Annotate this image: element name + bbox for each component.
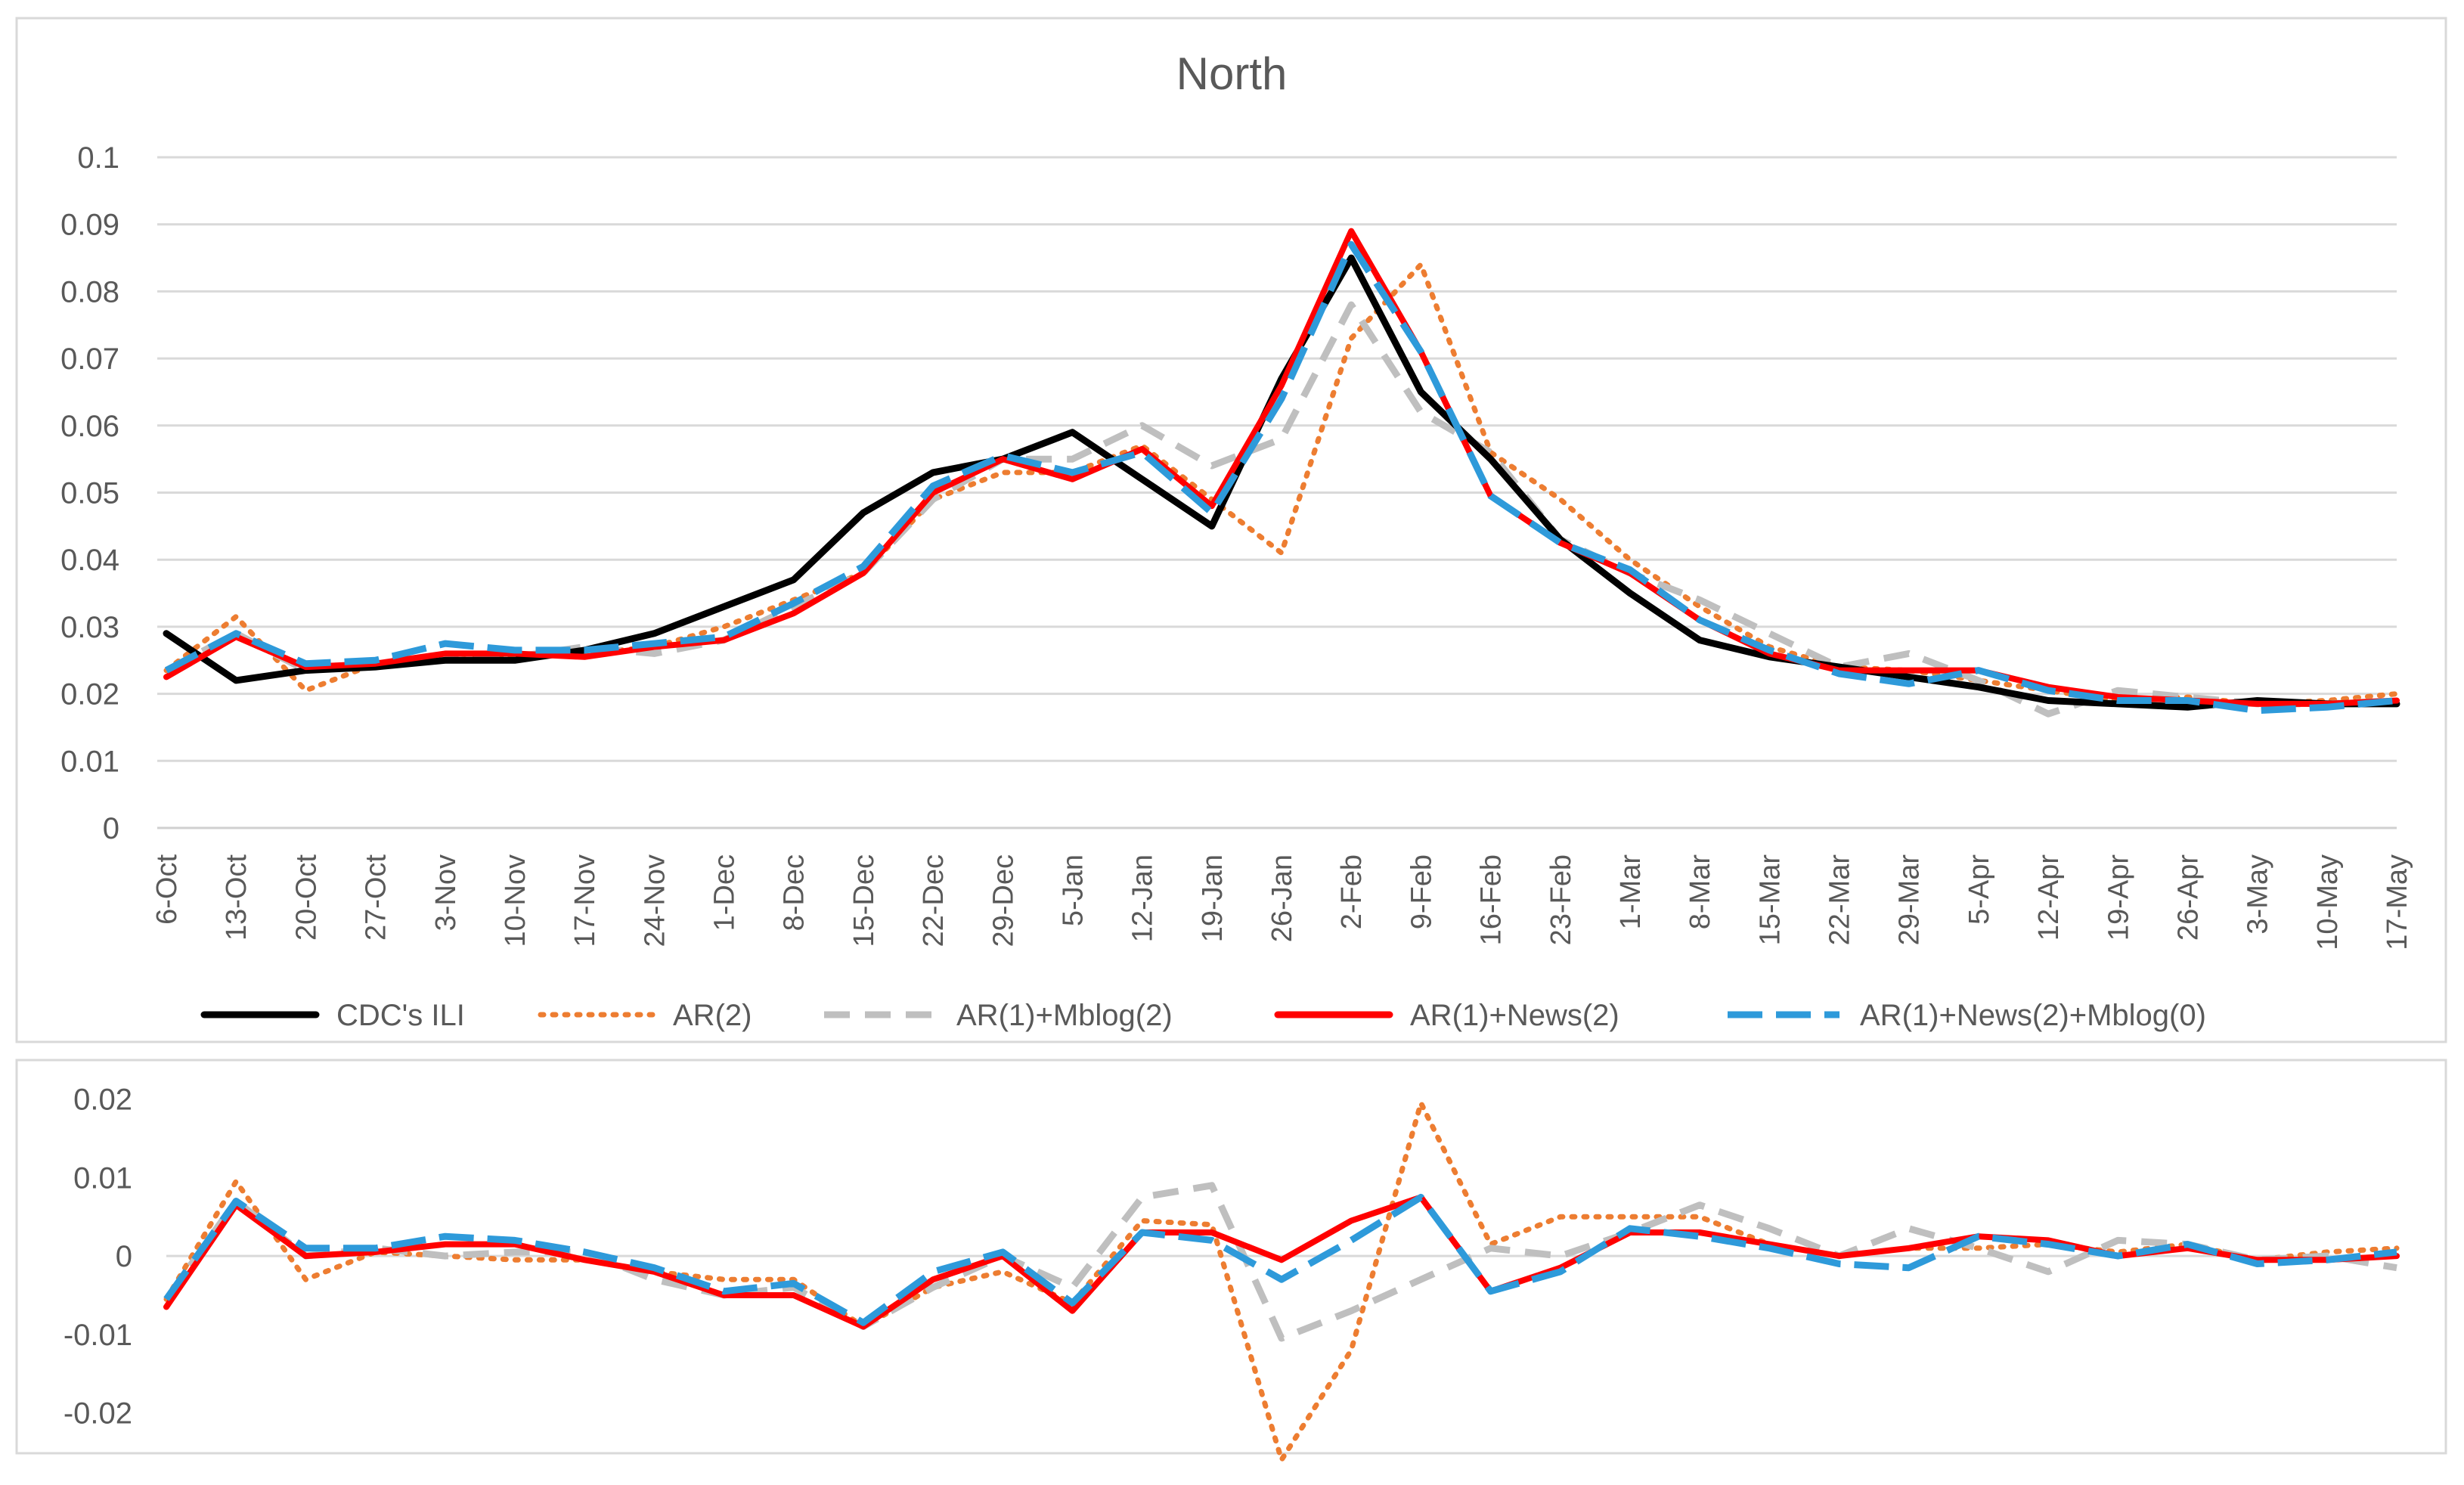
series-line-ar-1-news-2-mblog-0 <box>164 240 2397 715</box>
legend-label: AR(1)+News(2)+Mblog(0) <box>1860 999 2206 1032</box>
x-tick-label: 20-Oct <box>290 854 322 941</box>
x-tick-label: 1-Dec <box>709 854 741 931</box>
y-tick-label: 0.01 <box>73 1161 132 1195</box>
x-tick-label: 27-Oct <box>361 854 392 941</box>
x-tick-label: 26-Jan <box>1266 854 1298 942</box>
x-tick-label: 16-Feb <box>1476 854 1508 945</box>
y-tick-label: 0 <box>103 812 119 845</box>
y-tick-label: 0.04 <box>60 544 119 577</box>
x-tick-label: 13-Oct <box>221 854 253 941</box>
x-tick-label: 17-May <box>2382 854 2413 950</box>
legend-label: AR(1)+Mblog(2) <box>956 999 1173 1032</box>
x-tick-label: 15-Dec <box>848 854 880 947</box>
x-tick-label: 23-Feb <box>1545 854 1577 945</box>
y-tick-label: 0.09 <box>60 209 119 242</box>
y-tick-label: -0.02 <box>64 1397 132 1431</box>
x-tick-label: 22-Dec <box>918 854 950 947</box>
top-panel-frame <box>15 17 2447 1043</box>
x-tick-label: 8-Mar <box>1685 854 1716 930</box>
x-tick-label: 5-Jan <box>1057 854 1089 926</box>
x-tick-label: 3-May <box>2242 854 2274 935</box>
x-tick-label: 15-Mar <box>1754 854 1786 946</box>
x-tick-label: 5-Apr <box>1963 854 1995 925</box>
x-tick-label: 19-Apr <box>2103 854 2134 941</box>
x-tick-label: 19-Jan <box>1197 854 1229 942</box>
y-tick-label: 0.1 <box>77 141 119 175</box>
x-tick-label: 1-Mar <box>1615 854 1647 930</box>
x-tick-label: 26-Apr <box>2172 854 2204 941</box>
x-tick-label: 3-Nov <box>430 854 462 931</box>
x-tick-label: 6-Oct <box>151 854 183 925</box>
x-tick-label: 17-Nov <box>569 854 601 947</box>
y-tick-label: 0.08 <box>60 275 119 308</box>
y-tick-label: 0.01 <box>60 745 119 778</box>
legend-label: AR(1)+News(2) <box>1410 999 1619 1032</box>
y-tick-label: 0.03 <box>60 611 119 644</box>
series-line-ar-2 <box>163 1100 2400 1463</box>
y-tick-label: 0.06 <box>60 410 119 443</box>
y-tick-label: 0.02 <box>60 678 119 711</box>
series-line-ar-1-mblog-2 <box>163 1182 2397 1342</box>
series-line-ar-1-news-2-mblog-0 <box>163 1193 2397 1326</box>
x-tick-label: 12-Apr <box>2033 854 2065 941</box>
y-tick-label: 0.02 <box>73 1084 132 1117</box>
x-tick-label: 10-May <box>2312 854 2344 950</box>
y-tick-label: 0.05 <box>60 477 119 510</box>
legend-label: CDC's ILI <box>336 999 465 1032</box>
x-tick-label: 10-Nov <box>500 854 532 947</box>
y-tick-label: -0.01 <box>64 1319 132 1352</box>
x-tick-label: 9-Feb <box>1406 854 1437 929</box>
y-tick-label: 0.07 <box>60 343 119 376</box>
x-tick-label: 22-Mar <box>1824 854 1856 946</box>
legend: CDC's ILI AR(2) AR(1)+Mblog(2) AR(1)+News(2… <box>200 999 2206 1032</box>
x-tick-label: 8-Dec <box>779 854 810 931</box>
chart-title: North <box>1176 48 1288 99</box>
legend-label: AR(2) <box>673 999 752 1032</box>
x-tick-label: 2-Feb <box>1336 854 1368 929</box>
x-tick-label: 29-Mar <box>1894 854 1926 946</box>
y-tick-label: 0 <box>116 1240 132 1273</box>
x-tick-label: 24-Nov <box>639 854 671 947</box>
x-tick-label: 29-Dec <box>987 854 1019 947</box>
x-tick-label: 12-Jan <box>1127 854 1159 942</box>
